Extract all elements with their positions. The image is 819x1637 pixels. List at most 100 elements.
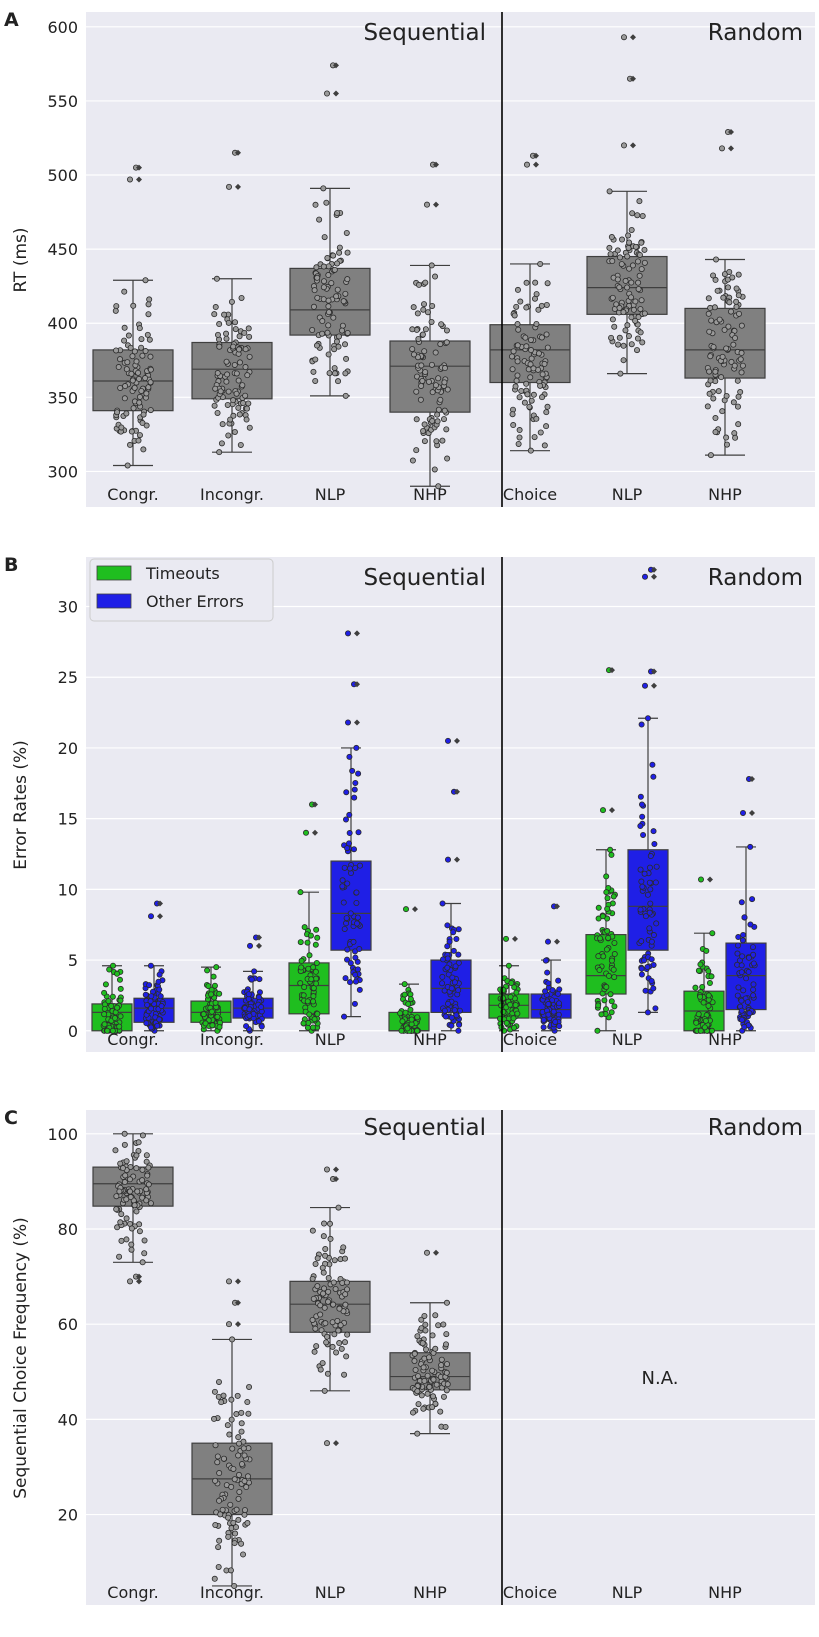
- data-point: [138, 387, 145, 394]
- data-point: [331, 266, 338, 273]
- data-point: [108, 1002, 115, 1009]
- data-point: [341, 1255, 348, 1262]
- data-point: [603, 889, 610, 896]
- data-point: [734, 377, 741, 384]
- flier-marker: [333, 90, 339, 97]
- data-point: [439, 980, 446, 987]
- data-point: [404, 1025, 411, 1032]
- data-point: [343, 229, 350, 236]
- flier-marker: [235, 1299, 241, 1306]
- data-point: [638, 938, 645, 945]
- panel-c-x-tick-label: NLP: [612, 1583, 643, 1602]
- data-point: [331, 365, 338, 372]
- data-point: [528, 347, 535, 354]
- flier-marker: [136, 164, 142, 171]
- data-point: [735, 934, 742, 941]
- data-point: [235, 1452, 242, 1459]
- data-point: [344, 956, 351, 963]
- data-point: [647, 886, 654, 893]
- data-point: [352, 954, 359, 961]
- data-point: [244, 1473, 251, 1480]
- data-point: [342, 975, 349, 982]
- data-point: [147, 366, 154, 373]
- data-point: [634, 335, 641, 342]
- data-point: [514, 342, 521, 349]
- data-point: [616, 334, 623, 341]
- data-point: [240, 1551, 247, 1558]
- data-point: [309, 327, 316, 334]
- data-point: [712, 368, 719, 375]
- data-point: [309, 1316, 316, 1323]
- data-point: [735, 984, 742, 991]
- data-point: [738, 369, 745, 376]
- flier-marker: [433, 1249, 439, 1256]
- panel-a-box-1-rt: [191, 149, 273, 456]
- panel-a-x-tick-label: Choice: [503, 485, 557, 504]
- data-point: [532, 279, 539, 286]
- outlier-point: [621, 34, 628, 41]
- data-point: [331, 1331, 338, 1338]
- outlier-point: [323, 90, 330, 97]
- data-point: [124, 359, 131, 366]
- data-point: [145, 1181, 152, 1188]
- data-point: [324, 254, 331, 261]
- data-point: [304, 1024, 311, 1031]
- data-point: [419, 331, 426, 338]
- flier-marker: [749, 809, 755, 816]
- data-point: [115, 364, 122, 371]
- panel-c-y-tick-label: 40: [58, 1410, 78, 1429]
- data-point: [443, 1331, 450, 1338]
- data-point: [227, 1567, 234, 1574]
- data-point: [325, 1288, 332, 1295]
- data-point: [304, 939, 311, 946]
- data-point: [356, 862, 363, 869]
- data-point: [325, 322, 332, 329]
- data-point: [320, 1269, 327, 1276]
- data-point: [230, 1519, 237, 1526]
- data-point: [342, 290, 349, 297]
- panel-a-y-tick-label: 300: [47, 462, 78, 481]
- outlier-point: [323, 1166, 330, 1173]
- data-point: [699, 983, 706, 990]
- data-point: [242, 346, 249, 353]
- flier-marker: [333, 1166, 339, 1173]
- data-point: [127, 1164, 134, 1171]
- data-point: [236, 346, 243, 353]
- data-point: [422, 326, 429, 333]
- data-point: [441, 1007, 448, 1014]
- panel-a: A RT (ms) Sequential Random 300 350 400 450…: [4, 9, 815, 507]
- data-point: [549, 987, 556, 994]
- data-point: [619, 236, 626, 243]
- data-point: [523, 343, 530, 350]
- data-point: [238, 1409, 245, 1416]
- data-point: [140, 446, 147, 453]
- data-point: [339, 322, 346, 329]
- data-point: [514, 358, 521, 365]
- data-point: [229, 1445, 236, 1452]
- data-point: [636, 198, 643, 205]
- data-point: [542, 988, 549, 995]
- data-point: [228, 1416, 235, 1423]
- data-point: [243, 416, 250, 423]
- data-point: [414, 1014, 421, 1021]
- data-point: [555, 1000, 562, 1007]
- data-point: [444, 455, 451, 462]
- data-point: [114, 409, 121, 416]
- data-point: [435, 483, 442, 490]
- data-point: [608, 957, 615, 964]
- data-point: [145, 301, 152, 308]
- data-point: [218, 1399, 225, 1406]
- data-point: [312, 377, 319, 384]
- data-point: [314, 934, 321, 941]
- data-point: [728, 308, 735, 315]
- data-point: [514, 1010, 521, 1017]
- panel-b-box-2-timeouts: [288, 801, 330, 1034]
- data-point: [523, 380, 530, 387]
- data-point: [441, 407, 448, 414]
- data-point: [243, 1484, 250, 1491]
- data-point: [421, 301, 428, 308]
- data-point: [425, 378, 432, 385]
- data-point: [738, 969, 745, 976]
- data-point: [609, 294, 616, 301]
- flier-marker: [333, 62, 339, 69]
